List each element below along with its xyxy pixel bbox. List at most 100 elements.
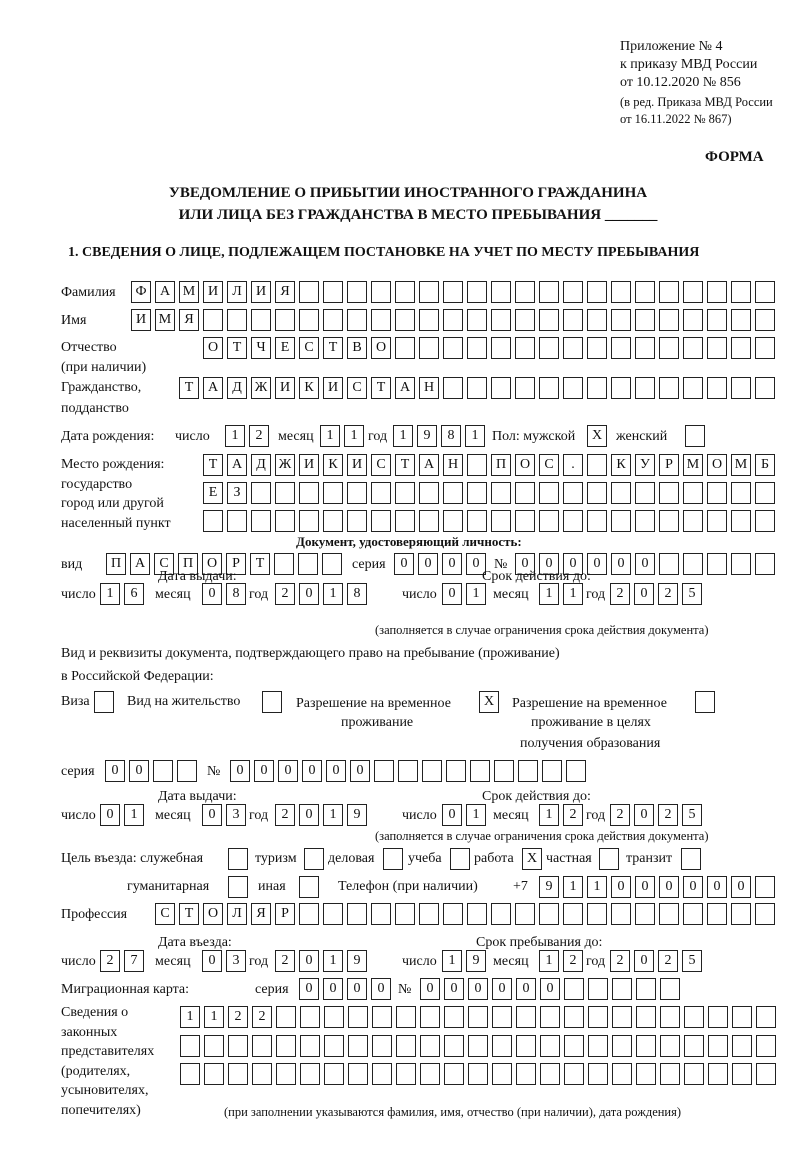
char-cell[interactable] (587, 281, 607, 303)
char-cell[interactable]: 0 (299, 978, 319, 1000)
char-cell[interactable]: Т (323, 337, 343, 359)
char-cell[interactable] (422, 760, 442, 782)
char-cell[interactable] (755, 903, 775, 925)
char-cell[interactable] (539, 482, 559, 504)
char-cell[interactable] (659, 553, 679, 575)
char-cell[interactable]: 2 (228, 1006, 248, 1028)
char-cell[interactable]: 0 (202, 950, 222, 972)
char-cell[interactable] (564, 1035, 584, 1057)
char-cell[interactable] (659, 281, 679, 303)
char-cell[interactable]: А (155, 281, 175, 303)
char-cell[interactable] (298, 553, 318, 575)
char-cell[interactable] (635, 482, 655, 504)
char-cell[interactable]: 0 (129, 760, 149, 782)
char-cell[interactable] (372, 1035, 392, 1057)
char-cell[interactable]: 0 (347, 978, 367, 1000)
char-cell[interactable]: 1 (180, 1006, 200, 1028)
char-cell[interactable] (685, 425, 705, 447)
char-cell[interactable] (611, 337, 631, 359)
char-cell[interactable]: 9 (417, 425, 437, 447)
char-cell[interactable] (515, 281, 535, 303)
char-cell[interactable] (347, 510, 367, 532)
char-cell[interactable] (323, 309, 343, 331)
char-cell[interactable] (491, 309, 511, 331)
char-cell[interactable] (539, 281, 559, 303)
char-cell[interactable] (755, 510, 775, 532)
char-cell[interactable]: З (227, 482, 247, 504)
char-cell[interactable]: Т (179, 903, 199, 925)
char-cell[interactable]: 0 (731, 876, 751, 898)
char-cell[interactable] (516, 1035, 536, 1057)
char-cell[interactable] (707, 377, 727, 399)
char-cell[interactable]: Р (659, 454, 679, 476)
char-cell[interactable] (347, 309, 367, 331)
char-cell[interactable] (492, 1035, 512, 1057)
char-cell[interactable] (588, 978, 608, 1000)
char-cell[interactable] (299, 876, 319, 898)
char-cell[interactable]: 1 (100, 583, 120, 605)
char-cell[interactable] (446, 760, 466, 782)
char-cell[interactable] (635, 309, 655, 331)
char-cell[interactable]: 1 (466, 804, 486, 826)
char-cell[interactable]: Ж (251, 377, 271, 399)
char-cell[interactable]: А (203, 377, 223, 399)
char-cell[interactable]: 1 (323, 583, 343, 605)
char-cell[interactable]: . (563, 454, 583, 476)
char-cell[interactable]: 0 (611, 876, 631, 898)
char-cell[interactable] (707, 309, 727, 331)
char-cell[interactable] (492, 1006, 512, 1028)
char-cell[interactable]: Б (755, 454, 775, 476)
char-cell[interactable]: Ф (131, 281, 151, 303)
char-cell[interactable]: 0 (202, 583, 222, 605)
char-cell[interactable] (467, 377, 487, 399)
char-cell[interactable]: 0 (323, 978, 343, 1000)
char-cell[interactable] (563, 377, 583, 399)
char-cell[interactable]: Ч (251, 337, 271, 359)
char-cell[interactable]: Т (395, 454, 415, 476)
char-cell[interactable]: Ж (275, 454, 295, 476)
char-cell[interactable] (372, 1006, 392, 1028)
char-cell[interactable] (660, 1035, 680, 1057)
char-cell[interactable] (707, 510, 727, 532)
char-cell[interactable] (683, 377, 703, 399)
char-cell[interactable]: 0 (540, 978, 560, 1000)
char-cell[interactable] (347, 281, 367, 303)
char-cell[interactable]: Л (227, 903, 247, 925)
char-cell[interactable]: 2 (275, 583, 295, 605)
char-cell[interactable]: 0 (350, 760, 370, 782)
char-cell[interactable] (611, 281, 631, 303)
char-cell[interactable]: 0 (444, 978, 464, 1000)
char-cell[interactable]: 8 (226, 583, 246, 605)
char-cell[interactable]: 0 (230, 760, 250, 782)
char-cell[interactable] (94, 691, 114, 713)
char-cell[interactable]: А (419, 454, 439, 476)
char-cell[interactable]: 0 (707, 876, 727, 898)
char-cell[interactable]: 9 (347, 950, 367, 972)
char-cell[interactable]: 1 (442, 950, 462, 972)
char-cell[interactable] (203, 309, 223, 331)
char-cell[interactable]: 0 (105, 760, 125, 782)
char-cell[interactable] (180, 1063, 200, 1085)
char-cell[interactable] (395, 482, 415, 504)
char-cell[interactable] (275, 482, 295, 504)
char-cell[interactable] (563, 281, 583, 303)
char-cell[interactable]: О (203, 337, 223, 359)
char-cell[interactable] (491, 510, 511, 532)
char-cell[interactable] (491, 903, 511, 925)
char-cell[interactable]: 8 (347, 583, 367, 605)
char-cell[interactable] (491, 281, 511, 303)
char-cell[interactable] (395, 337, 415, 359)
char-cell[interactable] (731, 553, 751, 575)
char-cell[interactable] (252, 1063, 272, 1085)
char-cell[interactable]: Т (250, 553, 270, 575)
char-cell[interactable] (755, 309, 775, 331)
char-cell[interactable]: С (155, 903, 175, 925)
char-cell[interactable]: 2 (275, 804, 295, 826)
char-cell[interactable] (444, 1035, 464, 1057)
char-cell[interactable] (491, 377, 511, 399)
char-cell[interactable] (515, 482, 535, 504)
char-cell[interactable] (564, 1006, 584, 1028)
char-cell[interactable] (275, 510, 295, 532)
char-cell[interactable] (420, 1006, 440, 1028)
char-cell[interactable]: 2 (658, 804, 678, 826)
